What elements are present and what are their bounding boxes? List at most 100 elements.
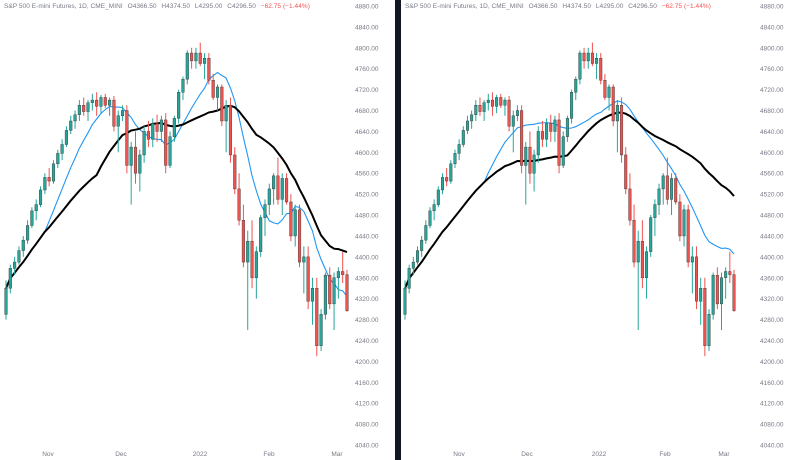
candle-body [302,256,306,263]
candle-body [403,288,407,315]
candle-body [133,146,138,174]
x-tick-label: Mar [718,451,730,458]
candle-body [703,288,707,346]
candle-body [495,97,499,107]
candle-body [653,204,657,218]
candle-body [507,99,511,127]
candle-body [181,78,185,93]
candle-body [486,99,490,103]
candle-body [103,97,107,106]
legend-left: S&P 500 E-mini Futures, 1D, CME_MINI O43… [4,3,310,10]
y-tick-label: 4320.00 [760,296,784,303]
ma_slow-line [5,104,348,289]
candle-body [557,119,561,166]
candle-body [315,288,319,346]
legend-low: 4295.00 [198,3,223,10]
candle-body [194,52,198,62]
legend-change: −62.75 (−1.44%) [661,3,711,10]
candle-body [254,251,258,278]
candle-body [686,209,690,263]
candle-body [345,274,349,311]
candle-body [515,110,519,116]
candle-body [138,154,142,174]
candle-body [636,240,640,263]
x-tick-label: Mar [331,451,343,458]
candle-body [711,274,715,315]
y-tick-label: 4120.00 [760,401,784,408]
y-tick-label: 4080.00 [760,422,784,429]
candle-body [707,314,711,346]
y-tick-label: 4760.00 [760,66,784,73]
y-tick-label: 4120.00 [355,401,379,408]
chart-pane-right[interactable]: S&P 500 E-mini Futures, 1D, CME_MINI O43… [401,0,800,460]
x-tick-label: Feb [659,451,671,458]
y-tick-label: 4480.00 [355,213,379,220]
candle-body [47,177,51,182]
candle-body [263,204,267,218]
candle-body [164,119,168,166]
candle-body [73,114,77,122]
candle-body [328,274,332,305]
pane-divider[interactable] [395,0,401,460]
candle-body [553,119,557,132]
candle-body [586,52,590,62]
candle-body [280,178,284,200]
candle-body [198,52,202,64]
candle-body [86,102,90,112]
candle-body [272,175,276,190]
y-tick-label: 4160.00 [355,380,379,387]
candle-body [250,240,254,278]
x-tick-label: Feb [263,451,275,458]
y-tick-label: 4760.00 [355,66,379,73]
candle-body [732,274,736,311]
candle-body [695,256,699,302]
candle-body [108,99,112,106]
candle-body [499,97,503,106]
y-tick-label: 4600.00 [355,150,379,157]
candle-body [323,274,327,315]
candle-body [670,178,674,200]
legend-right: S&P 500 E-mini Futures, 1D, CME_MINI O43… [405,3,711,10]
y-tick-label: 4840.00 [760,24,784,31]
candle-body [615,105,619,122]
y-tick-label: 4840.00 [355,24,379,31]
candle-body [720,277,723,305]
candle-body [524,146,528,166]
y-tick-label: 4400.00 [355,254,379,261]
y-tick-label: 4200.00 [355,359,379,366]
candle-body [151,123,155,140]
y-tick-label: 4640.00 [355,129,379,136]
x-tick-label: 2022 [592,451,607,458]
candle-body [129,146,133,166]
candle-body [77,105,81,115]
candle-body [60,144,64,154]
candle-body [503,99,507,106]
legend-close: 4296.50 [232,3,256,10]
candle-body [540,131,544,140]
candle-body [424,225,428,241]
candle-body [528,146,532,174]
candle-body [267,188,271,205]
ma_slow-line [404,111,735,289]
candle-body [465,120,469,131]
legend-change: −62.75 (−1.44%) [260,3,310,10]
candle-body [582,52,586,62]
candle-body [682,209,686,237]
candle-body [603,80,607,98]
candle-body [116,115,120,127]
candle-body [411,261,415,269]
candle-body [82,105,86,112]
y-tick-label: 4880.00 [760,4,784,11]
candle-body [478,105,482,112]
candle-body [146,131,150,140]
y-tick-label: 4280.00 [355,317,379,324]
candle-body [207,58,211,81]
candle-body [432,204,436,212]
candle-body [246,240,250,263]
candle-body [416,250,419,263]
candle-body [407,268,411,289]
candle-body [64,130,68,145]
candle-body [482,102,486,112]
chart-pane-left[interactable]: S&P 500 E-mini Futures, 1D, CME_MINI O43… [0,0,395,460]
y-tick-label: 4040.00 [760,443,784,450]
